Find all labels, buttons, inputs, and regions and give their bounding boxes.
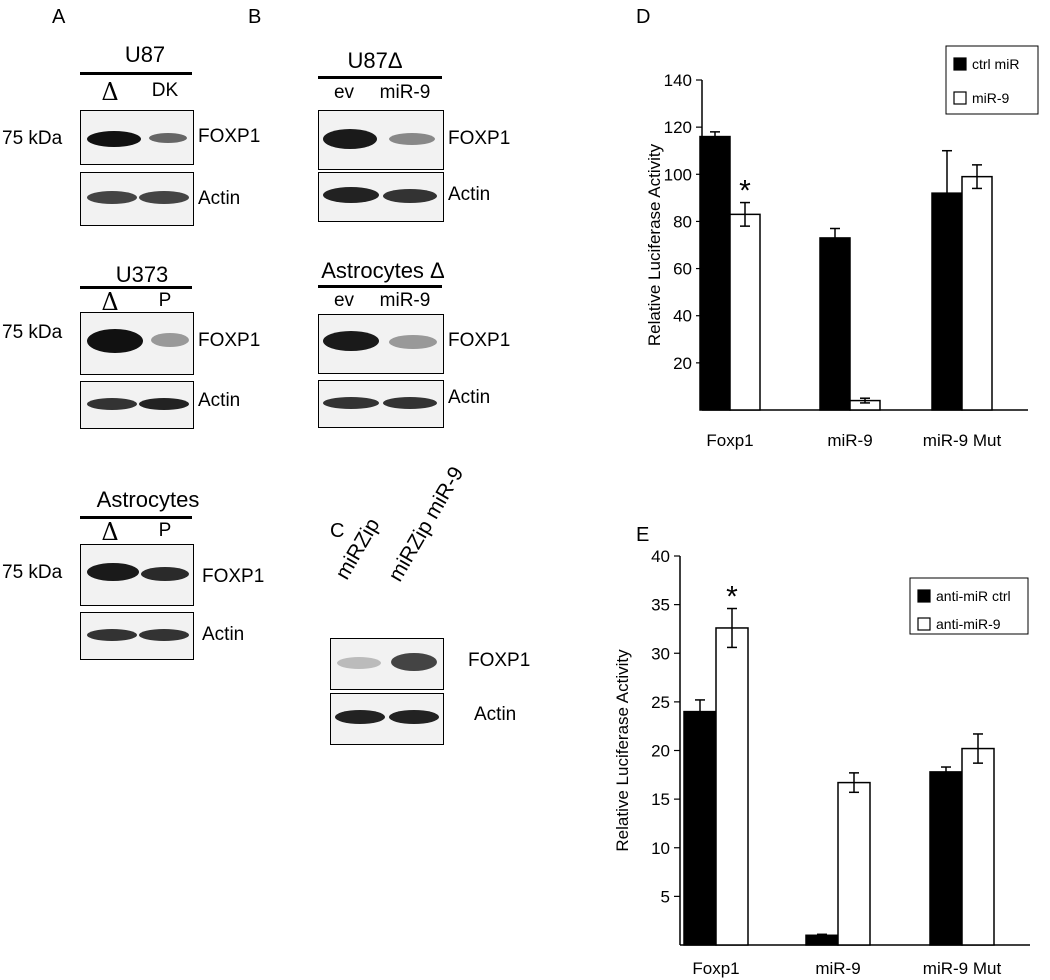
- x-tick-label: miR-9: [827, 431, 872, 450]
- bar: [837, 781, 871, 946]
- panel-letter-b: B: [248, 6, 262, 28]
- cell-underline: [80, 72, 192, 75]
- y-tick-label: 35: [651, 596, 670, 615]
- y-tick-label: 5: [661, 887, 670, 906]
- legend-label: anti-miR-9: [936, 616, 1001, 632]
- y-axis-label: Relative Luciferase Activity: [645, 143, 664, 346]
- panel-letter-c: C: [330, 520, 345, 542]
- lane-label: P: [158, 520, 172, 541]
- significance-marker: *: [739, 175, 751, 208]
- y-tick-label: 140: [664, 71, 692, 90]
- protein-label-actin: Actin: [198, 188, 241, 209]
- y-tick-label: 15: [651, 790, 670, 809]
- bar: [683, 710, 717, 946]
- bar: [699, 135, 731, 411]
- actin-blot: [80, 381, 194, 429]
- actin-blot: [330, 693, 444, 745]
- y-tick-label: 100: [664, 165, 692, 184]
- x-tick-label: Foxp1: [692, 959, 739, 978]
- protein-label-foxp1: FOXP1: [198, 330, 261, 351]
- cell-underline: [80, 286, 192, 289]
- y-tick-label: 20: [651, 742, 670, 761]
- y-tick-label: 40: [651, 547, 670, 566]
- foxp1-blot: [330, 638, 444, 690]
- blot-cell-label: U87: [124, 42, 166, 67]
- protein-label-actin: Actin: [448, 184, 491, 205]
- lane-label: Δ: [101, 518, 119, 546]
- bar: [929, 771, 963, 946]
- bar: [715, 627, 749, 946]
- y-tick-label: 60: [673, 260, 692, 279]
- panel-letter-d: D: [636, 6, 651, 28]
- protein-label-foxp1: FOXP1: [202, 566, 265, 587]
- x-tick-label: miR-9 Mut: [923, 431, 1002, 450]
- protein-label-foxp1: FOXP1: [448, 128, 511, 149]
- y-tick-label: 25: [651, 693, 670, 712]
- legend-swatch: [953, 57, 967, 71]
- legend-label: miR-9: [972, 90, 1010, 106]
- bar: [819, 237, 851, 411]
- legend-swatch: [953, 91, 967, 105]
- legend-swatch: [917, 617, 931, 631]
- y-tick-label: 80: [673, 212, 692, 231]
- kda-marker: 75 kDa: [2, 322, 63, 343]
- blot-cell-label: Astrocytes: [96, 487, 200, 512]
- bar: [729, 213, 761, 411]
- blot-cell-label: U373: [115, 262, 169, 287]
- bar: [961, 747, 995, 946]
- foxp1-blot: [80, 544, 194, 606]
- y-axis-label: Relative Luciferase Activity: [613, 649, 632, 852]
- lane-label: miR-9: [379, 82, 431, 103]
- lane-label: ev: [333, 290, 355, 311]
- lane-label: Δ: [101, 78, 119, 106]
- lane-label: Δ: [101, 288, 119, 316]
- panel-letter-e: E: [636, 524, 650, 546]
- cell-underline: [80, 516, 192, 519]
- protein-label-actin: Actin: [202, 624, 245, 645]
- kda-marker: 75 kDa: [2, 562, 63, 583]
- protein-label-foxp1: FOXP1: [448, 330, 511, 351]
- actin-blot: [80, 172, 194, 226]
- actin-blot: [318, 380, 444, 428]
- kda-marker: 75 kDa: [2, 128, 63, 149]
- protein-label-actin: Actin: [474, 704, 517, 725]
- legend-swatch: [917, 589, 931, 603]
- y-tick-label: 40: [673, 307, 692, 326]
- x-tick-label: Foxp1: [706, 431, 753, 450]
- foxp1-blot: [80, 312, 194, 375]
- blot-cell-label: U87Δ: [347, 48, 403, 73]
- protein-label-foxp1: FOXP1: [198, 126, 261, 147]
- protein-label-actin: Actin: [448, 387, 491, 408]
- legend-label: anti-miR ctrl: [936, 588, 1011, 604]
- y-tick-label: 30: [651, 644, 670, 663]
- lane-label: DK: [151, 80, 179, 101]
- bar: [961, 175, 993, 411]
- y-tick-label: 120: [664, 118, 692, 137]
- actin-blot: [318, 172, 444, 222]
- x-tick-label: miR-9 Mut: [923, 959, 1002, 978]
- cell-underline: [318, 76, 442, 79]
- panel-letter-a: A: [52, 6, 66, 28]
- lane-label: P: [158, 290, 172, 311]
- protein-label-foxp1: FOXP1: [468, 650, 531, 671]
- legend-label: ctrl miR: [972, 56, 1019, 72]
- foxp1-blot: [318, 110, 444, 170]
- actin-blot: [80, 612, 194, 660]
- lane-label: miR-9: [379, 290, 431, 311]
- foxp1-blot: [80, 110, 194, 165]
- lane-label: ev: [333, 82, 355, 103]
- foxp1-blot: [318, 314, 444, 374]
- protein-label-actin: Actin: [198, 390, 241, 411]
- cell-underline: [318, 285, 442, 288]
- y-tick-label: 20: [673, 354, 692, 373]
- blot-cell-label: Astrocytes Δ: [321, 258, 445, 283]
- y-tick-label: 10: [651, 839, 670, 858]
- significance-marker: *: [726, 581, 738, 614]
- x-tick-label: miR-9: [815, 959, 860, 978]
